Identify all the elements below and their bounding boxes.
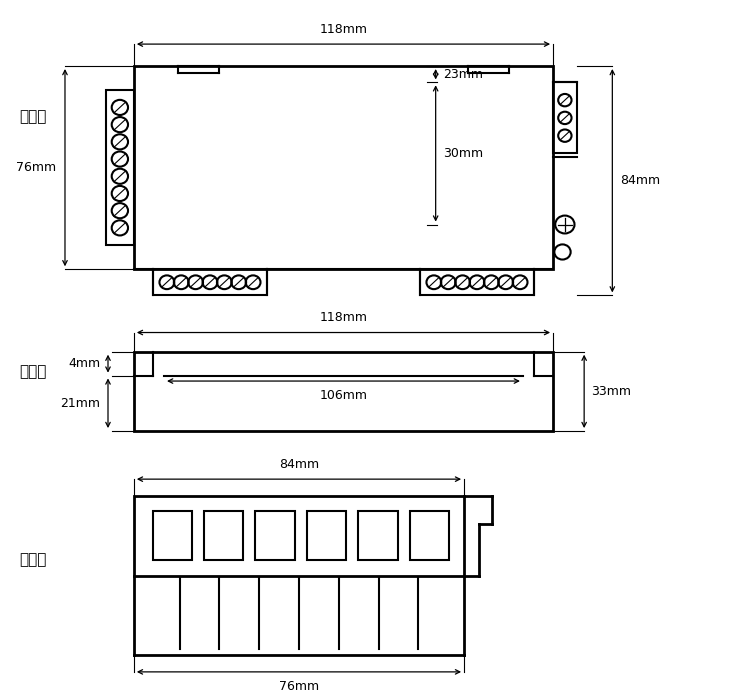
Bar (307, 512, 347, 561)
Text: 118mm: 118mm (320, 23, 368, 36)
Text: 76mm: 76mm (16, 161, 56, 174)
Text: 30mm: 30mm (443, 147, 483, 160)
Bar (134, 496, 464, 575)
Bar (106, 90, 134, 245)
Text: 84mm: 84mm (279, 458, 319, 471)
Text: 33mm: 33mm (592, 385, 632, 398)
Bar (134, 352, 553, 431)
Text: 84mm: 84mm (620, 174, 660, 187)
Bar (358, 512, 398, 561)
Text: 俯视图: 俯视图 (19, 109, 46, 125)
Text: 21mm: 21mm (61, 397, 100, 410)
Bar (419, 270, 535, 295)
Text: 106mm: 106mm (320, 389, 368, 402)
Text: 118mm: 118mm (320, 312, 368, 324)
Bar (152, 512, 192, 561)
Bar (152, 270, 268, 295)
Bar (255, 512, 295, 561)
Text: 23mm: 23mm (443, 68, 483, 80)
Text: 侧视图: 侧视图 (19, 552, 46, 567)
Text: 4mm: 4mm (68, 357, 100, 370)
Bar (553, 83, 577, 153)
Bar (410, 512, 449, 561)
Bar (134, 66, 553, 270)
Text: 背视图: 背视图 (19, 364, 46, 379)
Text: 76mm: 76mm (279, 680, 319, 693)
Bar (204, 512, 244, 561)
